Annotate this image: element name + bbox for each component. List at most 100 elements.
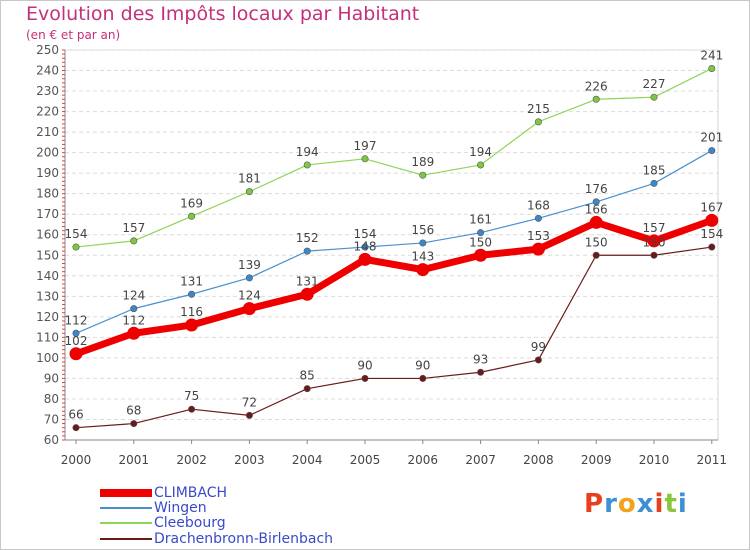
series-line-drachenbronn-birlenbach	[75, 246, 712, 429]
legend-swatch	[100, 507, 152, 509]
data-label: 85	[300, 369, 315, 383]
y-tick-label: 140	[36, 269, 59, 283]
data-point	[477, 229, 485, 237]
data-label: 152	[296, 231, 319, 245]
logo-letter: t	[664, 489, 678, 519]
data-label: 150	[643, 235, 666, 249]
data-label: 241	[700, 48, 723, 62]
y-tick-label: 200	[36, 146, 59, 160]
data-point	[708, 64, 716, 72]
data-point	[188, 212, 196, 220]
data-label: 72	[242, 395, 257, 409]
y-tick-label: 230	[36, 84, 59, 98]
data-point	[188, 290, 196, 298]
data-label: 153	[527, 229, 550, 243]
data-point	[650, 93, 658, 101]
chart-subtitle: (en € et par an)	[26, 28, 121, 42]
series-line-cleebourg	[75, 67, 713, 248]
data-point	[419, 171, 427, 179]
legend-label: Cleebourg	[154, 515, 226, 531]
data-label: 131	[180, 274, 203, 288]
legend-item: Cleebourg	[100, 515, 226, 531]
data-label: 201	[700, 131, 723, 145]
data-label: 150	[469, 235, 492, 249]
data-label: 154	[700, 227, 723, 241]
data-point	[534, 214, 542, 222]
data-point	[592, 251, 600, 259]
data-label: 66	[68, 408, 83, 422]
y-tick-label: 110	[36, 330, 59, 344]
x-tick-label: 2003	[234, 453, 265, 467]
data-label: 102	[65, 334, 88, 348]
data-label: 90	[357, 358, 372, 372]
data-point	[358, 252, 372, 266]
data-point	[303, 161, 311, 169]
y-tick-label: 60	[44, 433, 59, 447]
axes: 60 70 80 90 100 110 120 130 140 150 160 170 180 190 20…	[36, 43, 727, 467]
data-label: 227	[643, 77, 666, 91]
proxiti-logo: Proxiti	[584, 489, 688, 519]
y-tick-label: 120	[36, 310, 59, 324]
data-point	[708, 147, 716, 155]
y-tick-label: 70	[44, 412, 59, 426]
legend-item: Wingen	[100, 500, 207, 516]
x-tick-label: 2004	[292, 453, 323, 467]
y-tick-label: 180	[36, 187, 59, 201]
data-label: 197	[354, 139, 377, 153]
data-label: 139	[238, 258, 261, 272]
data-point	[474, 248, 488, 262]
data-label: 169	[180, 196, 203, 210]
data-point	[708, 243, 716, 251]
data-label: 215	[527, 102, 550, 116]
data-point	[477, 161, 485, 169]
data-label: 157	[122, 221, 145, 235]
data-point	[130, 237, 138, 245]
logo-letter: P	[584, 489, 605, 519]
data-point	[188, 405, 196, 413]
y-tick-label: 190	[36, 166, 59, 180]
data-label: 75	[184, 389, 199, 403]
data-point	[534, 356, 542, 364]
data-point	[245, 274, 253, 282]
data-point	[477, 368, 485, 376]
gridlines	[64, 49, 719, 441]
data-label: 68	[126, 404, 141, 418]
data-label: 156	[411, 223, 434, 237]
x-tick-label: 2005	[350, 453, 381, 467]
data-point	[72, 424, 80, 432]
data-point	[361, 243, 369, 251]
data-label: 161	[469, 213, 492, 227]
legend-item: Drachenbronn-Birlenbach	[100, 531, 333, 547]
logo-letter: x	[636, 489, 655, 519]
data-label: 90	[415, 358, 430, 372]
data-label: 124	[238, 289, 261, 303]
data-point	[531, 242, 545, 256]
data-point	[361, 155, 369, 163]
data-point	[419, 239, 427, 247]
legend-label: Wingen	[154, 500, 207, 516]
data-point	[650, 251, 658, 259]
y-tick-label: 130	[36, 289, 59, 303]
data-label: 112	[65, 313, 88, 327]
y-tick-label: 80	[44, 392, 59, 406]
data-label: 99	[531, 340, 546, 354]
data-label: 166	[585, 202, 608, 216]
data-point	[589, 215, 603, 229]
data-label: 124	[122, 289, 145, 303]
logo-letter: i	[677, 489, 688, 519]
data-label: 154	[354, 227, 377, 241]
data-label: 226	[585, 79, 608, 93]
legend-item: CLIMBACH	[100, 485, 227, 501]
data-point	[185, 318, 199, 332]
data-label: 116	[180, 305, 203, 319]
data-label: 194	[296, 145, 319, 159]
chart-title: Evolution des Impôts locaux par Habitant	[26, 3, 420, 25]
series-line-wingen	[75, 150, 713, 334]
data-point	[361, 374, 369, 382]
y-tick-label: 250	[36, 43, 59, 57]
y-tick-label: 210	[36, 125, 59, 139]
data-label: 185	[643, 163, 666, 177]
data-point	[69, 347, 83, 361]
